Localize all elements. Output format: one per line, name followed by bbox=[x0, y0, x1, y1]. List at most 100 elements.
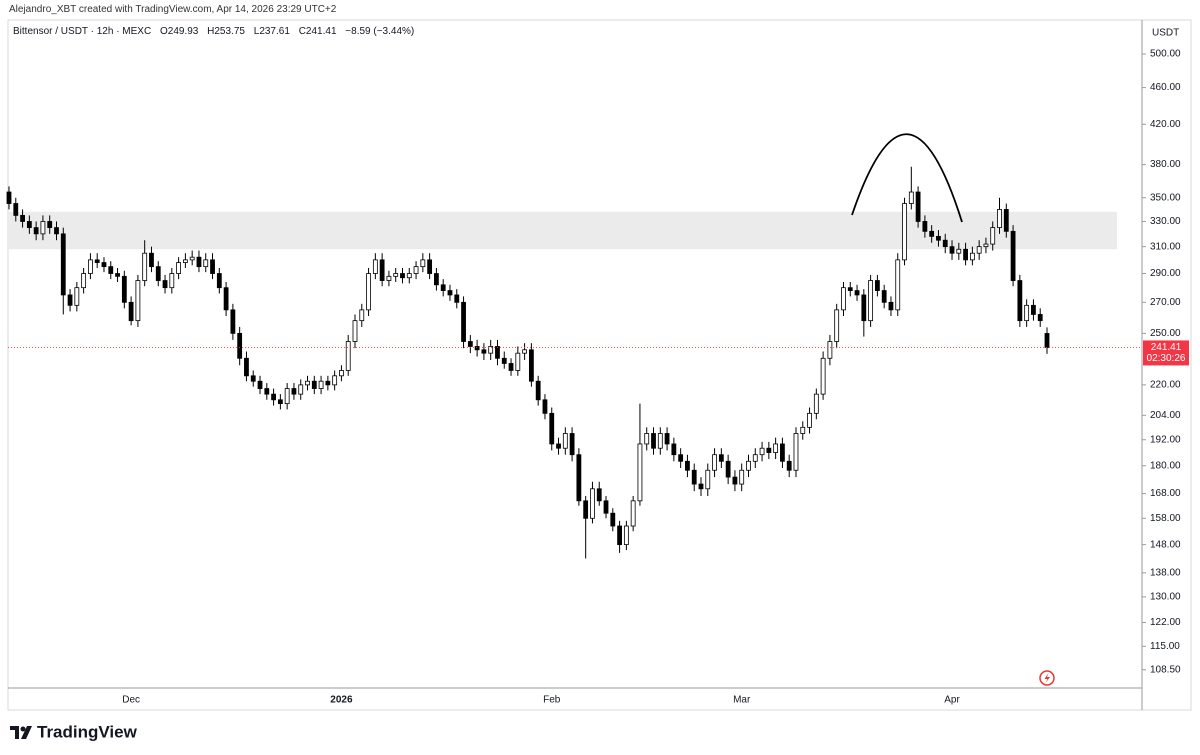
ohlc-prefix: H bbox=[207, 26, 215, 37]
candle-body bbox=[454, 294, 460, 303]
candle-body bbox=[786, 460, 792, 471]
candle-body bbox=[976, 246, 982, 254]
candle-body bbox=[1017, 280, 1023, 322]
candle-body bbox=[644, 433, 650, 445]
candle-body bbox=[257, 380, 263, 389]
y-tick-label: 108.50 bbox=[1150, 664, 1181, 675]
y-tick-label: 420.00 bbox=[1150, 119, 1181, 130]
candle-body bbox=[712, 454, 717, 471]
zone-layer bbox=[8, 211, 1117, 250]
x-tick-label: Dec bbox=[122, 695, 140, 706]
candle-body bbox=[440, 284, 446, 291]
candle-body bbox=[569, 433, 575, 456]
candle-body bbox=[6, 191, 12, 204]
candle-body bbox=[834, 309, 840, 342]
candle-body bbox=[881, 290, 887, 303]
candle-body bbox=[888, 301, 894, 311]
candle-body bbox=[325, 380, 331, 386]
candle-body bbox=[678, 454, 684, 462]
candle-body bbox=[698, 483, 704, 490]
y-tick-label: 310.00 bbox=[1150, 241, 1181, 252]
candle-body bbox=[854, 290, 860, 296]
alert-bolt bbox=[1044, 673, 1050, 683]
ohlc-prefix: L bbox=[253, 26, 260, 37]
candle-body bbox=[501, 357, 507, 364]
candle-body bbox=[542, 399, 548, 414]
candle-body bbox=[861, 294, 867, 322]
x-tick-label: 2026 bbox=[330, 695, 353, 706]
candle-body bbox=[108, 266, 114, 274]
ohlc-value: 249.93 bbox=[167, 26, 199, 37]
candle-body bbox=[74, 287, 80, 306]
candle-body bbox=[128, 301, 134, 322]
candle-body bbox=[352, 320, 358, 342]
candle-body bbox=[176, 262, 182, 274]
ohlc-prefix: O bbox=[159, 26, 168, 37]
y-tick-label: 168.00 bbox=[1150, 488, 1181, 499]
alert-icon bbox=[1039, 670, 1055, 686]
candle-body bbox=[461, 301, 466, 342]
candle-body bbox=[623, 525, 629, 546]
y-tick-label: 115.00 bbox=[1150, 641, 1180, 652]
candle-body bbox=[718, 454, 724, 462]
ohlc-value: 237.61 bbox=[259, 26, 290, 37]
candle-body bbox=[26, 221, 32, 229]
ohlc-value: 241.41 bbox=[305, 26, 337, 37]
candle-body bbox=[1031, 304, 1036, 315]
candle-body bbox=[366, 273, 371, 311]
candle-body bbox=[596, 488, 602, 502]
candle-body bbox=[1024, 304, 1030, 322]
candle-body bbox=[182, 259, 188, 263]
candle-body bbox=[562, 433, 568, 449]
candle-body bbox=[386, 275, 392, 281]
y-tick-label: 500.00 bbox=[1150, 49, 1181, 60]
candle-body bbox=[963, 248, 968, 261]
candle-body bbox=[942, 239, 948, 248]
candle-body bbox=[685, 460, 690, 471]
candle-body bbox=[610, 512, 616, 527]
countdown-label: 02:30:26 bbox=[1147, 353, 1186, 364]
candle-body bbox=[400, 273, 405, 279]
candle-body bbox=[793, 433, 799, 471]
candle-body bbox=[372, 259, 378, 274]
candle-body bbox=[1044, 333, 1050, 348]
candle-body bbox=[88, 259, 93, 274]
candle-body bbox=[413, 266, 419, 274]
candle-body bbox=[359, 309, 365, 322]
y-tick-label: 330.00 bbox=[1150, 216, 1181, 227]
candle-body bbox=[81, 273, 87, 289]
candle-body bbox=[637, 443, 643, 502]
candle-body bbox=[956, 248, 962, 254]
candle-body bbox=[847, 287, 853, 291]
candle-body bbox=[467, 341, 473, 347]
candle-body bbox=[318, 380, 324, 389]
candle-body bbox=[583, 500, 589, 519]
arc-annotation bbox=[851, 133, 963, 223]
candle-body bbox=[488, 346, 494, 354]
candle-body bbox=[732, 476, 738, 485]
candle-body bbox=[576, 454, 582, 502]
y-tick-label: 290.00 bbox=[1150, 268, 1181, 279]
y-tick-label: 148.00 bbox=[1150, 539, 1181, 550]
logo-shape bbox=[10, 726, 19, 739]
candle-body bbox=[155, 266, 161, 281]
y-tick-label: 380.00 bbox=[1150, 159, 1181, 170]
candle-body bbox=[800, 426, 806, 434]
candle-layer bbox=[6, 166, 1050, 559]
y-tick-label: 204.00 bbox=[1150, 410, 1181, 421]
candle-body bbox=[664, 433, 670, 445]
candle-body bbox=[101, 262, 107, 268]
candle-body bbox=[481, 349, 487, 354]
candle-body bbox=[237, 332, 243, 359]
candle-body bbox=[549, 412, 555, 445]
logo-slash bbox=[21, 726, 32, 739]
candle-body bbox=[250, 375, 256, 382]
candle-body bbox=[915, 191, 921, 222]
candle-body bbox=[522, 349, 528, 354]
candle-body bbox=[169, 273, 175, 289]
candle-body bbox=[535, 380, 541, 401]
candle-body bbox=[142, 252, 148, 281]
y-tick-label: 270.00 bbox=[1150, 297, 1181, 308]
candle-body bbox=[406, 273, 412, 279]
